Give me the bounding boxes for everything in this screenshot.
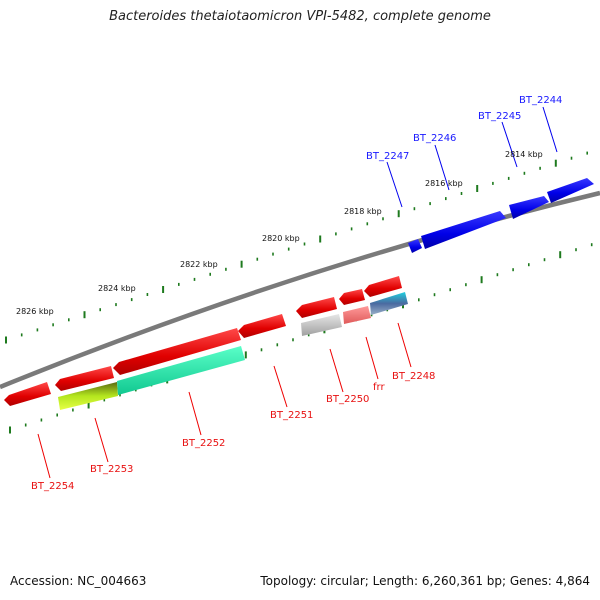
bottom-gene-labels: BT_2248 frr BT_2250 BT_2251 BT_2252 BT_2… [31,371,435,492]
gene-label-bt-2244[interactable]: BT_2244 [519,95,562,106]
gene-arrow-frr [339,289,365,305]
gene-arrow-bt-2244 [547,178,594,203]
gene-arrow-bt-2251 [238,314,286,338]
gene-label-bt-2247[interactable]: BT_2247 [366,151,409,162]
gene-label-bt-2246[interactable]: BT_2246 [413,133,456,144]
gene-arrow-bt-2245 [509,196,549,219]
scale-label-2822: 2822 kbp [180,260,218,269]
feature-lime-bar [58,382,118,410]
gene-arrow-bt-2247 [408,239,422,253]
top-strand-genes [408,178,594,253]
label-leader-lines [37,106,558,479]
gene-arrow-bt-2254 [4,382,51,406]
gene-label-bt-2250[interactable]: BT_2250 [326,394,369,405]
gene-arrow-bt-2250 [296,297,337,318]
map-title: Bacteroides thetaiotaomicron VPI-5482, c… [109,9,491,24]
gene-label-bt-2253[interactable]: BT_2253 [90,464,133,475]
gene-label-bt-2252[interactable]: BT_2252 [182,438,225,449]
gene-arrow-bt-2246 [421,211,506,249]
scale-label-2824: 2824 kbp [98,284,136,293]
gene-label-bt-2251[interactable]: BT_2251 [270,410,313,421]
top-gene-labels: BT_2244 BT_2245 BT_2246 BT_2247 [366,95,562,162]
gene-label-bt-2245[interactable]: BT_2245 [478,111,521,122]
gene-arrow-bt-2248 [364,276,402,297]
gene-label-frr[interactable]: frr [373,382,385,393]
feature-cyan-bar [117,346,245,395]
scale-label-2820: 2820 kbp [262,234,300,243]
scale-label-2814: 2814 kbp [505,150,543,159]
gene-label-bt-2248[interactable]: BT_2248 [392,371,435,382]
genome-summary-text: Topology: circular; Length: 6,260,361 bp… [260,574,590,588]
gene-arrow-bt-2253 [55,366,114,391]
scale-label-2818: 2818 kbp [344,207,382,216]
bottom-strand-genes [4,276,408,410]
feature-teal-bar [370,292,408,315]
gene-label-bt-2254[interactable]: BT_2254 [31,481,74,492]
accession-text: Accession: NC_004663 [10,574,147,588]
feature-grey-bar [301,314,342,336]
gene-arrow-bt-2252 [113,328,241,375]
genome-backbone [0,190,600,390]
scale-labels: 2814 kbp 2816 kbp 2818 kbp 2820 kbp 2822… [16,150,543,316]
scale-label-2816: 2816 kbp [425,179,463,188]
scale-label-2826: 2826 kbp [16,307,54,316]
feature-pink-bar [343,306,371,324]
